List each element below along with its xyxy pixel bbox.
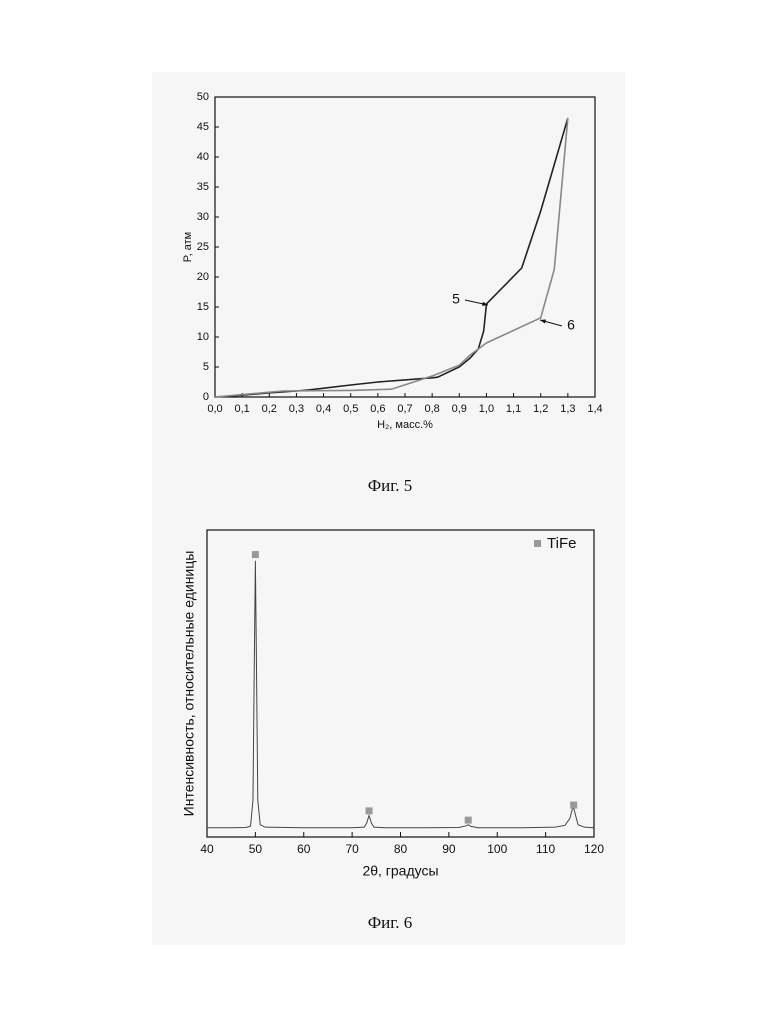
x-tick-label: 0,3 (289, 403, 304, 415)
figure-caption: Фиг. 6 (368, 913, 413, 932)
x-tick-label: 1,2 (533, 403, 548, 415)
x-tick-label: 0,5 (343, 403, 358, 415)
x-tick-label: 0,9 (452, 403, 467, 415)
x-tick-label: 110 (536, 842, 555, 856)
x-tick-label: 0,2 (262, 403, 277, 415)
peak-marker (252, 551, 259, 558)
x-tick-label: 0,8 (424, 403, 439, 415)
peak-marker (465, 817, 472, 824)
x-tick-label: 0,4 (316, 403, 331, 415)
x-tick-label: 0,0 (207, 403, 222, 415)
curve-label: 6 (567, 317, 575, 333)
x-tick-label: 1,3 (560, 403, 575, 415)
figure-caption: Фиг. 5 (368, 476, 413, 495)
y-tick-label: 5 (203, 361, 209, 373)
x-tick-label: 1,4 (587, 403, 602, 415)
x-tick-label: 0,1 (234, 403, 249, 415)
scan-sheet (152, 72, 625, 945)
x-tick-label: 90 (442, 842, 456, 856)
x-tick-label: 0,6 (370, 403, 385, 415)
legend-label: TiFe (547, 535, 576, 552)
x-tick-label: 50 (249, 842, 263, 856)
y-tick-label: 0 (203, 391, 209, 403)
curve-label: 5 (452, 291, 460, 307)
x-tick-label: 1,1 (506, 403, 521, 415)
x-tick-label: 1,0 (479, 403, 494, 415)
y-tick-label: 10 (197, 331, 209, 343)
y-tick-label: 15 (197, 301, 209, 313)
x-tick-label: 0,7 (397, 403, 412, 415)
y-tick-label: 40 (197, 151, 209, 163)
x-tick-label: 40 (200, 842, 214, 856)
x-tick-label: 100 (487, 842, 507, 856)
x-axis-label: 2θ, градусы (362, 863, 438, 879)
y-tick-label: 30 (197, 211, 209, 223)
legend-marker (534, 540, 541, 547)
x-tick-label: 70 (345, 842, 359, 856)
x-tick-label: 120 (584, 842, 604, 856)
y-tick-label: 45 (197, 121, 209, 133)
y-tick-label: 20 (197, 271, 209, 283)
peak-marker (366, 807, 373, 814)
y-tick-label: 25 (197, 241, 209, 253)
y-axis-label: Интенсивность, относительные единицы (181, 551, 197, 817)
x-tick-label: 60 (297, 842, 311, 856)
x-axis-label: H₂, масс.% (377, 419, 433, 431)
peak-marker (570, 802, 577, 809)
y-tick-label: 35 (197, 181, 209, 193)
page: 0,0 0,1 0,2 0,3 0,4 0,5 0,6 0,7 0,8 0,9 1,0 1,1 1,2 1… (0, 0, 780, 1013)
x-tick-label: 80 (394, 842, 408, 856)
y-tick-label: 50 (197, 91, 209, 103)
y-axis-label: P, атм (182, 232, 194, 263)
